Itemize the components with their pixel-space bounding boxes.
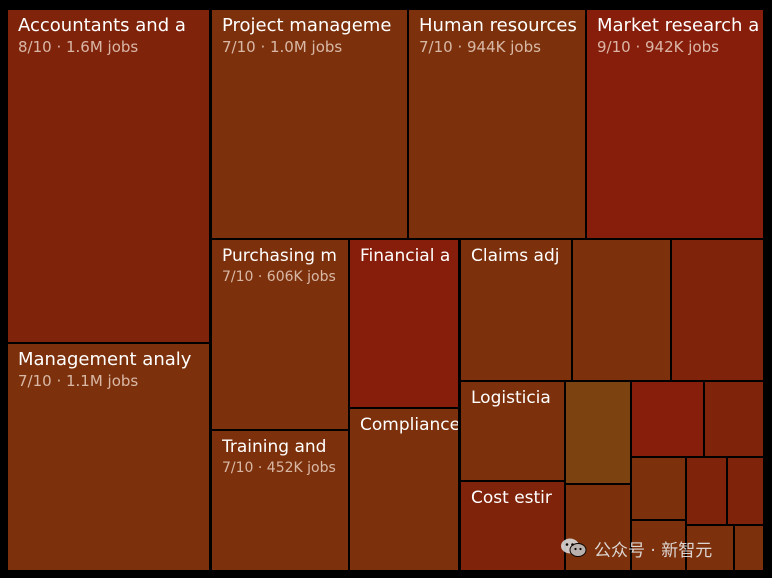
tile-stats: 7/10 · 452K jobs xyxy=(222,460,336,476)
wechat-icon xyxy=(561,538,587,557)
tile-label: Cost estir xyxy=(471,488,552,508)
treemap-tile[interactable] xyxy=(564,483,632,572)
treemap-tile[interactable]: Accountants and a 8/10 · 1.6M jobs xyxy=(6,8,211,345)
tile-stats: 7/10 · 606K jobs xyxy=(222,269,336,285)
treemap-tile[interactable]: Market research a 9/10 · 942K jobs xyxy=(585,8,765,240)
tile-label: Training and xyxy=(222,437,327,457)
treemap-tile[interactable]: Purchasing m 7/10 · 606K jobs xyxy=(210,238,350,431)
tile-label: Accountants and a xyxy=(18,15,186,36)
tile-stats: 7/10 · 1.1M jobs xyxy=(18,372,139,390)
watermark-text: 公众号 · 新智元 xyxy=(594,540,713,561)
treemap-tile[interactable] xyxy=(630,519,687,572)
tile-label: Project manageme xyxy=(222,15,392,36)
treemap-tile[interactable] xyxy=(630,456,687,521)
treemap-tile[interactable]: Logisticia xyxy=(459,380,566,482)
treemap-tile[interactable] xyxy=(733,524,765,572)
tile-label: Compliance xyxy=(360,415,458,435)
treemap-tile[interactable]: Claims adj xyxy=(459,238,573,382)
treemap-tile[interactable]: Training and 7/10 · 452K jobs xyxy=(210,429,350,572)
treemap-tile[interactable] xyxy=(571,238,672,382)
treemap-tile[interactable] xyxy=(726,456,765,526)
treemap-tile[interactable]: Financial a xyxy=(348,238,460,409)
tile-label: Financial a xyxy=(360,246,451,266)
treemap-tile[interactable] xyxy=(685,456,728,526)
tile-stats: 7/10 · 944K jobs xyxy=(419,38,541,56)
tile-label: Human resources xyxy=(419,15,577,36)
treemap-tile[interactable]: Project manageme 7/10 · 1.0M jobs xyxy=(210,8,409,240)
treemap-tile[interactable]: Cost estir xyxy=(459,480,566,572)
tile-label: Claims adj xyxy=(471,246,560,266)
tile-label: Management analy xyxy=(18,349,192,370)
treemap-tile[interactable] xyxy=(703,380,765,458)
tile-stats: 7/10 · 1.0M jobs xyxy=(222,38,343,56)
treemap-tile[interactable]: Management analy 7/10 · 1.1M jobs xyxy=(6,342,211,572)
treemap-tile[interactable] xyxy=(630,380,705,458)
treemap-tile[interactable]: Compliance xyxy=(348,407,460,572)
tile-label: Logisticia xyxy=(471,388,551,408)
tile-label: Purchasing m xyxy=(222,246,337,266)
treemap-tile[interactable] xyxy=(564,380,632,485)
treemap-tile[interactable] xyxy=(670,238,765,382)
treemap-tile[interactable] xyxy=(685,524,735,572)
tile-stats: 9/10 · 942K jobs xyxy=(597,38,719,56)
watermark: 公众号 · 新智元 xyxy=(560,534,712,562)
tile-label: Market research a xyxy=(597,15,760,36)
treemap-tile[interactable]: Human resources 7/10 · 944K jobs xyxy=(407,8,587,240)
tile-stats: 8/10 · 1.6M jobs xyxy=(18,38,139,56)
